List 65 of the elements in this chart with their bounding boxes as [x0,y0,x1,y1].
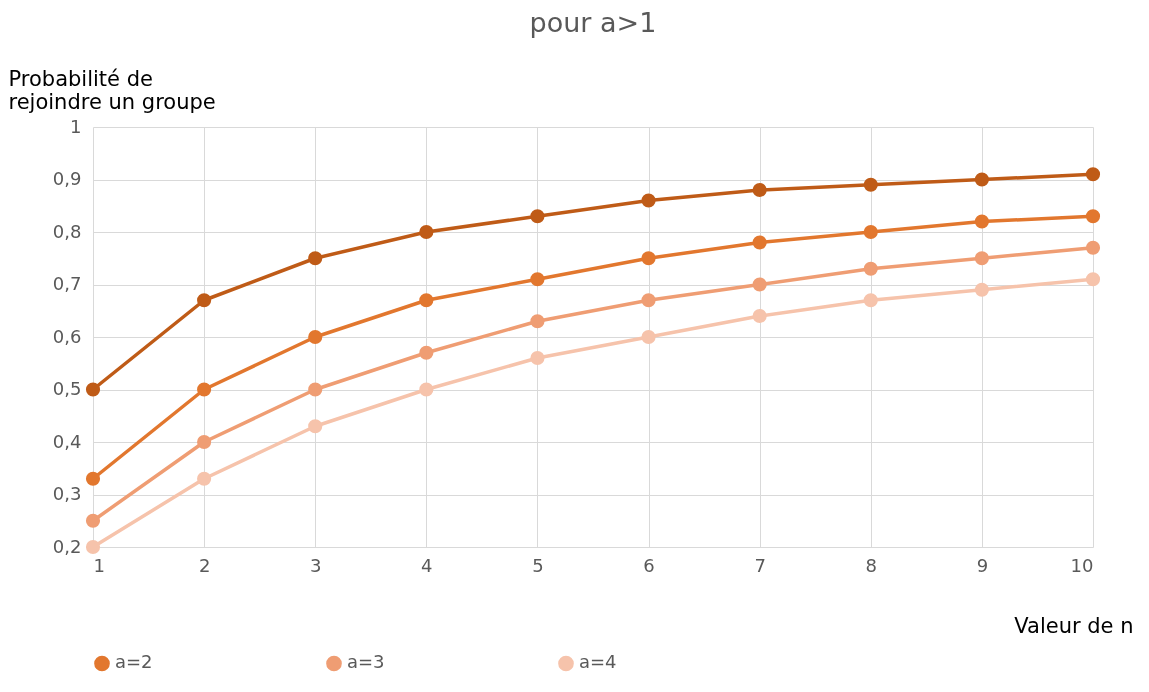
point [641,193,656,208]
x-tick-label: 4 [421,554,433,576]
point [419,345,434,360]
point [308,419,323,434]
point [197,471,212,486]
x-tick-label: 8 [865,554,877,576]
legend-label: a=4 [579,651,617,673]
y-tick-label: 0,3 [52,483,82,504]
legend-label: a=3 [347,651,385,673]
point [1085,272,1101,287]
point [308,251,323,266]
y-tick-label: 0,8 [52,220,82,242]
point [85,539,101,555]
point [863,293,878,308]
point [974,214,989,229]
point [974,251,989,266]
point [419,382,434,397]
x-tick-label: 5 [532,554,544,576]
point [974,282,989,297]
x-tick-label: 2 [198,554,211,576]
point [752,308,767,324]
point [1085,167,1101,182]
point [308,329,323,345]
x-axis-title: Valeur de n [1014,613,1134,638]
y-tick-label: 0,2 [52,535,82,557]
point [863,177,878,192]
point [197,434,212,450]
point [641,251,656,266]
chart-title: pour a>1 [529,7,657,38]
point [752,235,767,250]
x-tick-label: 3 [310,554,322,576]
point [863,224,878,240]
x-tick-label: 7 [754,554,766,576]
point [308,382,323,397]
x-tick-label: 9 [976,554,989,576]
point [530,350,545,366]
legend-label: a=2 [115,651,153,673]
point [1085,240,1101,255]
y-axis-title: Probabilité de rejoindre un groupe [8,66,216,114]
y-tick-label: 0,7 [52,273,82,294]
point [974,172,989,187]
point [85,513,101,528]
y-tick-label: 0,5 [52,378,82,399]
y-tick-label: 0,4 [52,430,82,452]
point [419,224,434,240]
x-tick-label: 6 [643,554,655,576]
x-tick-label: 1 [93,554,105,576]
point [197,382,212,397]
point [530,209,545,224]
y-tick-label: 0,9 [52,168,82,189]
x-tick-label: 10 [1070,554,1094,576]
point [85,471,101,486]
point [530,272,545,287]
point [752,182,767,198]
y-tick-label: 1 [70,115,82,137]
point [641,293,656,308]
point [752,277,767,292]
point [419,293,434,308]
point [197,293,212,308]
point [641,329,656,345]
point [530,314,545,329]
point [863,261,878,276]
point [1085,209,1101,224]
point [85,382,101,397]
y-tick-label: 0,6 [52,325,82,347]
